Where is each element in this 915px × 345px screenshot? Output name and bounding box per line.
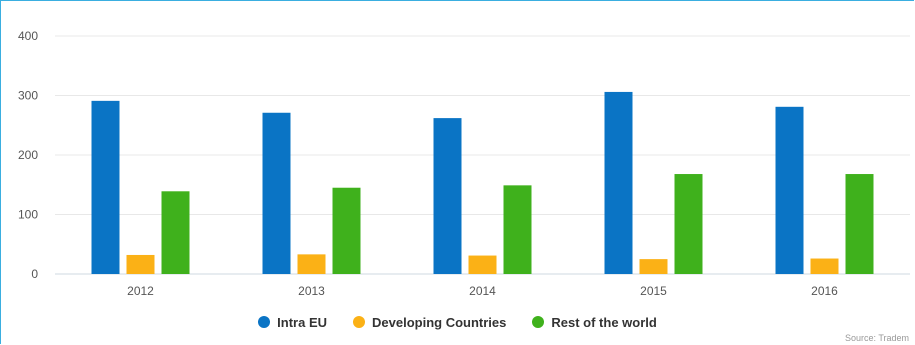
bar-rest-of-the-world-2016	[845, 174, 874, 274]
legend-item-developing-countries[interactable]: Developing Countries	[353, 315, 506, 330]
bar-developing-countries-2014	[468, 255, 497, 274]
bar-developing-countries-2016	[810, 258, 839, 274]
x-tick-label-2014: 2014	[469, 284, 496, 298]
y-tick-label-200: 200	[18, 148, 38, 162]
y-tick-label-400: 400	[18, 29, 38, 43]
bar-intra-eu-2012	[91, 100, 120, 274]
bar-developing-countries-2012	[126, 254, 155, 274]
legend-item-intra-eu[interactable]: Intra EU	[258, 315, 327, 330]
x-tick-label-2012: 2012	[127, 284, 154, 298]
x-tick-label-2015: 2015	[640, 284, 667, 298]
y-tick-label-0: 0	[31, 267, 38, 281]
y-tick-label-300: 300	[18, 89, 38, 103]
y-tick-label-100: 100	[18, 208, 38, 222]
legend-marker-rest-of-world	[532, 316, 545, 328]
legend-label-developing-countries: Developing Countries	[372, 314, 507, 330]
bar-intra-eu-2016	[775, 106, 804, 275]
x-tick-label-2016: 2016	[811, 284, 838, 298]
bar-developing-countries-2015	[639, 259, 668, 274]
legend-label-intra-eu: Intra EU	[277, 314, 328, 330]
bar-intra-eu-2015	[604, 91, 633, 275]
bar-rest-of-the-world-2013	[332, 187, 361, 274]
x-tick-label-2013: 2013	[298, 284, 325, 298]
bar-rest-of-the-world-2012	[161, 191, 190, 274]
legend: Intra EU Developing Countries Rest of th…	[0, 310, 915, 334]
bar-developing-countries-2013	[297, 254, 326, 274]
bar-rest-of-the-world-2015	[674, 174, 703, 274]
legend-marker-intra-eu	[258, 316, 271, 328]
legend-item-rest-of-world[interactable]: Rest of the world	[532, 314, 657, 330]
bar-intra-eu-2014	[433, 118, 462, 274]
chart-credit[interactable]: Source: Tradem	[844, 333, 909, 343]
bar-rest-of-the-world-2014	[503, 185, 532, 274]
legend-marker-developing-countries	[353, 316, 366, 328]
legend-label-rest-of-world: Rest of the world	[551, 314, 657, 330]
bar-intra-eu-2013	[262, 112, 291, 274]
